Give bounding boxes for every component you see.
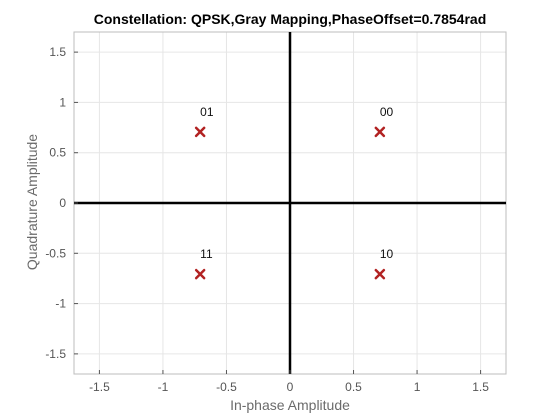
- x-tick-label: -1.5: [89, 380, 110, 394]
- x-tick-label: 0: [287, 380, 294, 394]
- y-axis-label: Quadrature Amplitude: [24, 134, 40, 270]
- x-axis-label: In-phase Amplitude: [230, 397, 350, 413]
- x-tick-label: -0.5: [216, 380, 237, 394]
- constellation-point-marker: [194, 126, 206, 138]
- y-tick-label: -1.5: [45, 347, 66, 361]
- y-tick-label: 0: [59, 196, 66, 210]
- y-tick-label: 1.5: [49, 45, 66, 59]
- constellation-point-label: 10: [380, 247, 394, 261]
- chart-title: Constellation: QPSK,Gray Mapping,PhaseOf…: [94, 11, 487, 27]
- y-tick-label: 1: [59, 95, 66, 109]
- x-tick-label: 1: [414, 380, 421, 394]
- constellation-point-label: 11: [200, 247, 213, 261]
- y-tick-label: -0.5: [45, 246, 66, 260]
- constellation-point-label: 01: [200, 105, 214, 119]
- y-tick-label: -1: [55, 297, 66, 311]
- constellation-point-label: 00: [380, 105, 394, 119]
- x-tick-label: 0.5: [345, 380, 362, 394]
- y-tick-label: 0.5: [49, 146, 66, 160]
- constellation-point-marker: [194, 268, 206, 280]
- constellation-point-marker: [374, 268, 386, 280]
- constellation-point-marker: [374, 126, 386, 138]
- tick-marks: [74, 51, 482, 374]
- x-tick-label: 1.5: [472, 380, 489, 394]
- x-tick-label: -1: [158, 380, 169, 394]
